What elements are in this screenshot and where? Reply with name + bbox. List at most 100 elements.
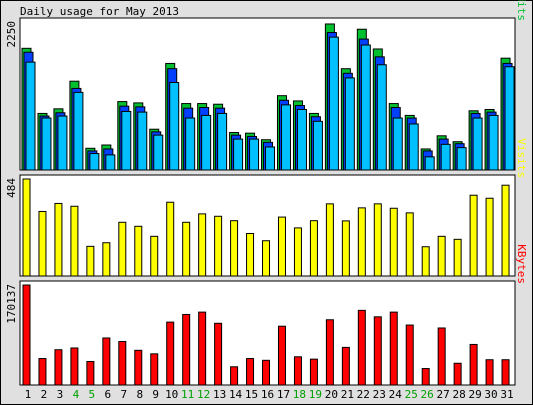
x-tick-label-day-25: 25 (405, 388, 418, 401)
bar-kbytes-day-3 (54, 349, 63, 386)
x-tick-label-day-15: 15 (245, 388, 258, 401)
bar-kbytes-day-6 (102, 337, 111, 386)
bar-pages-day-3 (57, 115, 68, 171)
bar-kbytes-day-4 (70, 347, 79, 386)
bar-pages-day-19 (312, 120, 323, 171)
bar-pages-day-11 (185, 117, 196, 171)
bar-pages-day-13 (217, 112, 228, 171)
legend-hits-files-pages: Pages/Files/Hits (515, 0, 528, 21)
bar-visits-day-1 (22, 178, 31, 277)
x-tick-label-day-30: 30 (484, 388, 497, 401)
bar-kbytes-day-7 (118, 341, 127, 386)
x-tick-label-day-22: 22 (357, 388, 370, 401)
bar-pages-day-20 (328, 36, 339, 171)
bar-visits-day-19 (309, 220, 318, 277)
x-tick-label-day-14: 14 (229, 388, 243, 401)
bar-kbytes-day-19 (309, 358, 318, 386)
bar-visits-day-4 (70, 205, 79, 277)
y-max-label-hits-files-pages: 2250 (5, 21, 18, 48)
x-tick-label-day-2: 2 (41, 388, 48, 401)
x-tick-label-day-11: 11 (181, 388, 194, 401)
bar-kbytes-day-28 (453, 362, 462, 386)
bar-visits-day-13 (214, 215, 223, 277)
bar-kbytes-day-25 (405, 324, 414, 386)
bar-visits-day-16 (262, 240, 271, 277)
bar-pages-day-26 (424, 156, 435, 171)
bar-pages-day-24 (392, 117, 403, 171)
y-max-label-visits: 484 (5, 178, 18, 198)
bar-pages-day-23 (376, 64, 387, 171)
bar-kbytes-day-11 (182, 313, 191, 386)
bar-pages-day-1 (25, 61, 36, 171)
bar-kbytes-day-24 (389, 311, 398, 386)
bar-kbytes-day-20 (325, 319, 334, 386)
bar-kbytes-day-29 (469, 343, 478, 386)
bar-kbytes-day-30 (485, 359, 494, 386)
bar-visits-day-23 (373, 203, 382, 277)
bar-kbytes-day-14 (230, 366, 239, 386)
bar-kbytes-day-16 (262, 359, 271, 386)
bar-pages-day-22 (360, 44, 371, 171)
x-tick-label-day-29: 29 (468, 388, 481, 401)
bar-visits-day-3 (54, 202, 63, 277)
bar-kbytes-day-2 (38, 358, 47, 386)
bar-pages-day-5 (89, 153, 100, 171)
bar-visits-day-9 (150, 235, 159, 277)
legend-item-visits-0: Visits (515, 138, 528, 178)
bar-visits-day-10 (166, 201, 175, 277)
legend-visits: Visits (515, 138, 528, 178)
bar-visits-day-14 (230, 220, 239, 277)
bar-kbytes-day-15 (246, 358, 255, 386)
bar-pages-day-16 (265, 146, 276, 171)
bar-visits-day-21 (341, 220, 350, 277)
bar-visits-day-20 (325, 203, 334, 277)
x-tick-label-day-24: 24 (389, 388, 403, 401)
bar-pages-day-7 (121, 110, 132, 171)
bar-kbytes-day-5 (86, 360, 95, 386)
bar-pages-day-2 (41, 117, 52, 171)
x-tick-label-day-20: 20 (325, 388, 338, 401)
legend-item-hits-files-pages-4: Hits (515, 0, 528, 21)
x-tick-label-day-8: 8 (136, 388, 143, 401)
x-tick-label-day-13: 13 (213, 388, 226, 401)
bar-pages-day-30 (488, 114, 499, 171)
x-tick-label-day-3: 3 (57, 388, 64, 401)
bar-pages-day-29 (472, 117, 483, 171)
bar-pages-day-10 (169, 82, 180, 171)
x-tick-label-day-1: 1 (25, 388, 32, 401)
bar-kbytes-day-1 (22, 284, 31, 386)
x-tick-label-day-18: 18 (293, 388, 306, 401)
bar-pages-day-8 (137, 111, 148, 171)
bar-kbytes-day-8 (134, 349, 143, 386)
bar-visits-day-26 (421, 246, 430, 277)
bar-pages-day-25 (408, 123, 419, 171)
x-tick-label-day-19: 19 (309, 388, 322, 401)
bar-kbytes-day-17 (277, 325, 286, 386)
bar-visits-day-11 (182, 221, 191, 277)
bar-pages-day-12 (201, 114, 212, 171)
bar-pages-day-28 (456, 147, 467, 171)
bar-pages-day-27 (440, 143, 451, 171)
x-tick-label-day-26: 26 (421, 388, 434, 401)
bar-visits-day-31 (501, 184, 510, 277)
x-tick-label-day-31: 31 (500, 388, 513, 401)
x-tick-label-day-4: 4 (73, 388, 80, 401)
bar-visits-day-15 (246, 233, 255, 277)
x-tick-label-day-28: 28 (452, 388, 465, 401)
bar-pages-day-9 (153, 134, 164, 171)
bar-visits-day-8 (134, 225, 143, 277)
bar-visits-day-17 (277, 216, 286, 277)
bar-visits-day-12 (198, 213, 207, 277)
bar-visits-day-24 (389, 207, 398, 277)
bar-pages-day-14 (233, 138, 244, 171)
bar-visits-day-7 (118, 221, 127, 277)
bar-visits-day-25 (405, 212, 414, 277)
x-tick-label-day-12: 12 (197, 388, 210, 401)
bar-kbytes-day-10 (166, 321, 175, 386)
bar-visits-day-6 (102, 242, 111, 277)
x-tick-label-day-6: 6 (105, 388, 112, 401)
bar-visits-day-29 (469, 194, 478, 277)
bar-kbytes-day-12 (198, 311, 207, 386)
bar-pages-day-15 (249, 138, 260, 171)
